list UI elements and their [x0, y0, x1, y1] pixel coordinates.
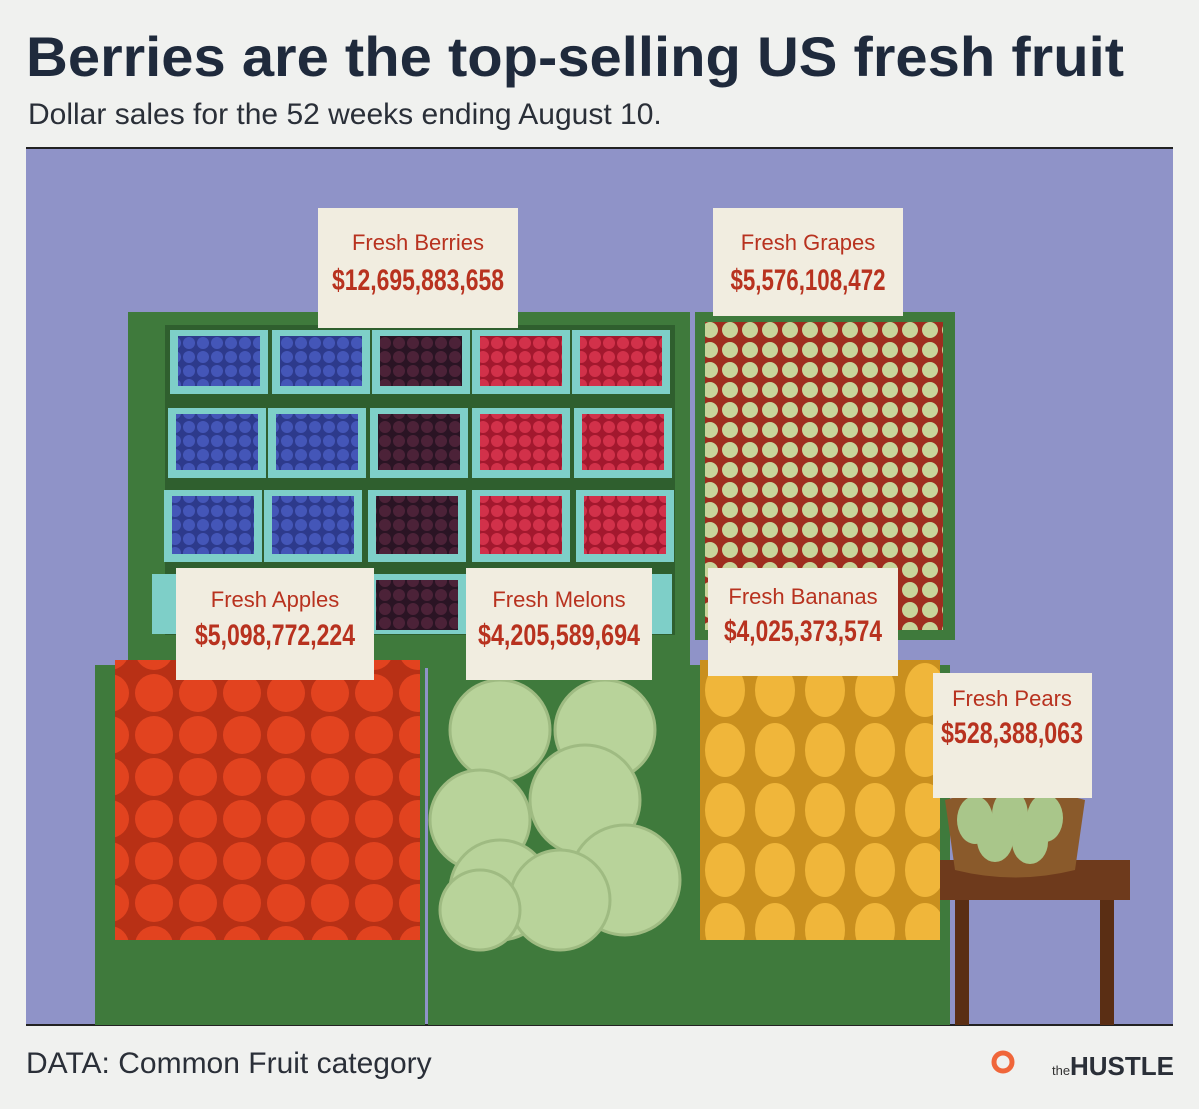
sign-value: $12,695,883,658 — [332, 264, 504, 297]
logo-text: HUSTLE — [1070, 1051, 1174, 1081]
sign-texts: Fresh Berries $12,695,883,658 Fresh Grapes… — [195, 230, 1083, 750]
subtitle: Dollar sales for the 52 weeks ending Aug… — [28, 98, 662, 131]
sign-value: $4,025,373,574 — [724, 615, 882, 648]
sign-value: $528,388,063 — [941, 717, 1083, 750]
logo-icon — [991, 1050, 1015, 1074]
table-leg — [955, 900, 969, 1025]
sign-value: $5,098,772,224 — [195, 619, 355, 652]
apples — [115, 660, 420, 940]
signs — [176, 208, 1092, 798]
sign-label: Fresh Bananas — [728, 584, 877, 609]
logo: the HUSTLE — [991, 1050, 1174, 1081]
sign-label: Fresh Grapes — [741, 230, 876, 255]
melons — [428, 678, 682, 952]
source: DATA: Common Fruit category — [26, 1047, 432, 1080]
title: Berries are the top-selling US fresh fru… — [26, 25, 1124, 88]
table-leg — [1100, 900, 1114, 1025]
bananas — [700, 660, 940, 940]
sign-value: $5,576,108,472 — [731, 264, 886, 297]
sign-label: Fresh Melons — [492, 587, 625, 612]
sign-label: Fresh Berries — [352, 230, 484, 255]
sign-label: Fresh Apples — [211, 587, 339, 612]
logo-prefix: the — [1052, 1063, 1070, 1078]
sign-value: $4,205,589,694 — [478, 619, 640, 652]
sign-label: Fresh Pears — [952, 686, 1072, 711]
pears — [957, 789, 1063, 864]
